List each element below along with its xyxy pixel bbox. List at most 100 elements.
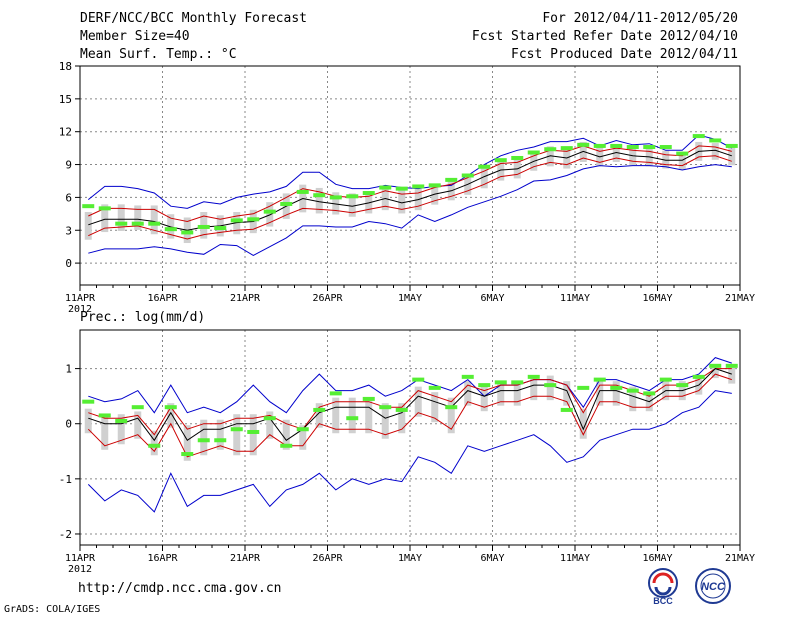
observed-marker xyxy=(181,230,194,235)
observed-marker xyxy=(379,185,392,190)
quartile-box xyxy=(282,419,290,450)
observed-marker xyxy=(296,189,309,194)
y-tick-label: 15 xyxy=(59,93,72,106)
observed-marker xyxy=(197,438,210,443)
quartile-box xyxy=(84,408,92,434)
quartile-box xyxy=(332,192,340,215)
quartile-box xyxy=(612,381,620,406)
quartile-box xyxy=(530,375,538,401)
observed-marker xyxy=(329,195,342,200)
observed-marker xyxy=(164,227,177,232)
quartile-box xyxy=(662,150,670,169)
observed-marker xyxy=(247,429,260,434)
y-tick-label: 6 xyxy=(65,191,72,204)
quartile-box xyxy=(414,386,422,417)
observed-marker xyxy=(164,405,177,410)
observed-marker xyxy=(131,405,144,410)
bcc-logo-text: BCC xyxy=(653,596,673,606)
quartile-box xyxy=(381,403,389,439)
x-tick-label: 11MAY xyxy=(560,293,590,304)
observed-marker xyxy=(98,206,111,211)
y-tick-label: 0 xyxy=(65,418,72,431)
quartile-box xyxy=(134,411,142,439)
quartile-box xyxy=(398,403,406,434)
observed-marker xyxy=(362,396,375,401)
observed-marker xyxy=(98,413,111,418)
quartile-box xyxy=(348,193,356,217)
series-line-median xyxy=(88,149,732,231)
observed-marker xyxy=(428,385,441,390)
series-line-max xyxy=(87,134,733,209)
year-label: 2012 xyxy=(68,564,92,575)
y-tick-label: 0 xyxy=(65,257,72,270)
observed-marker xyxy=(593,377,606,382)
panel1-variable-label: Mean Surf. Temp.: °C xyxy=(80,47,237,62)
observed-marker xyxy=(461,173,474,178)
observed-marker xyxy=(560,407,573,412)
quartile-box xyxy=(233,212,241,235)
observed-marker xyxy=(82,204,95,209)
observed-marker xyxy=(610,143,623,148)
observed-marker xyxy=(692,134,705,139)
observed-marker xyxy=(626,145,639,150)
observed-marker xyxy=(346,194,359,199)
observed-marker xyxy=(626,388,639,393)
x-tick-label: 6MAY xyxy=(480,293,504,304)
quartile-box xyxy=(711,364,719,379)
observed-marker xyxy=(643,391,656,396)
observed-marker xyxy=(478,164,491,169)
observed-marker xyxy=(709,138,722,143)
observed-marker xyxy=(709,363,722,368)
quartile-box xyxy=(678,151,686,170)
observed-marker xyxy=(115,418,128,423)
quartile-box xyxy=(84,212,92,240)
temp-panel: 0 3 6 9 12 15 18 11APR 16APR 21APR 26APR 1MAY 6MAY 11… xyxy=(59,60,755,315)
observed-marker xyxy=(494,158,507,163)
x-tick-label: 21APR xyxy=(230,553,261,564)
observed-marker xyxy=(659,145,672,150)
source-url[interactable]: http://cmdp.ncc.cma.gov.cn xyxy=(78,581,282,596)
observed-marker xyxy=(643,145,656,150)
quartile-box xyxy=(728,147,736,166)
observed-marker xyxy=(131,221,144,226)
quartile-box xyxy=(332,397,340,434)
quartile-box xyxy=(348,397,356,434)
observed-marker xyxy=(544,147,557,152)
observed-marker xyxy=(230,218,243,223)
observed-marker xyxy=(412,377,425,382)
series-line-min xyxy=(87,390,732,513)
quartile-box xyxy=(299,425,307,450)
observed-marker xyxy=(148,443,161,448)
quartile-box xyxy=(563,381,571,406)
observed-marker xyxy=(148,221,161,226)
x-tick-label: 1MAY xyxy=(398,293,422,304)
observed-marker xyxy=(346,416,359,421)
series-line-max xyxy=(88,357,732,414)
observed-marker xyxy=(313,193,326,198)
member-size: Member Size=40 xyxy=(80,29,190,44)
observed-marker xyxy=(214,438,227,443)
quartile-box xyxy=(200,419,208,456)
observed-marker xyxy=(560,146,573,151)
quartile-box xyxy=(629,386,637,412)
quartile-box xyxy=(266,411,274,439)
quartile-box xyxy=(546,375,554,401)
quartile-box xyxy=(480,386,488,412)
observed-marker xyxy=(428,183,441,188)
quartile-box xyxy=(101,204,109,233)
y-tick-label: -1 xyxy=(59,473,72,486)
observed-marker xyxy=(280,443,293,448)
chart-title: DERF/NCC/BCC Monthly Forecast xyxy=(80,11,307,26)
y-tick-label: -2 xyxy=(59,528,72,541)
x-tick-label: 26APR xyxy=(312,293,343,304)
observed-marker xyxy=(577,142,590,147)
observed-marker xyxy=(527,374,540,379)
observed-marker xyxy=(725,143,738,148)
quartile-box xyxy=(365,397,373,434)
quartile-box xyxy=(464,381,472,406)
quartile-box xyxy=(480,167,488,189)
y-tick-label: 18 xyxy=(59,60,72,73)
observed-marker xyxy=(692,374,705,379)
x-tick-label: 11APR xyxy=(65,553,96,564)
